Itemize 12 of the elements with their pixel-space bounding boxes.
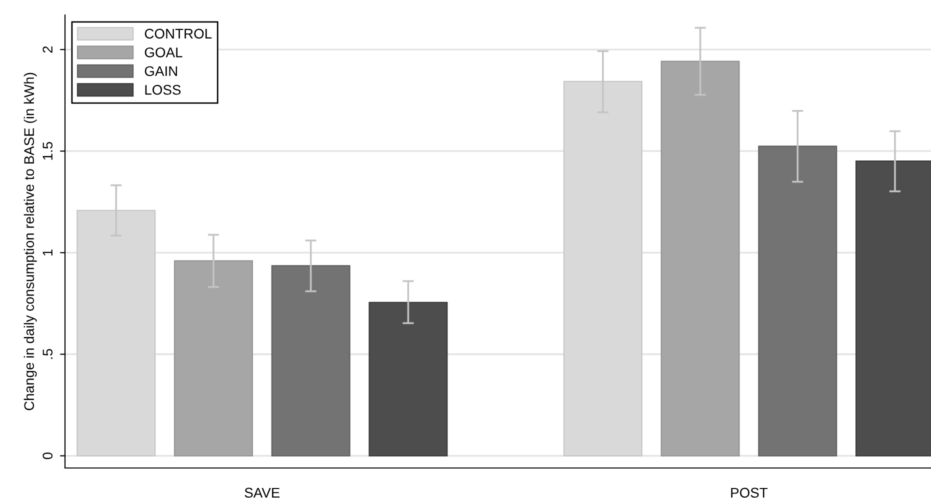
legend-label: GAIN xyxy=(144,66,177,76)
y-axis-title: Change in daily consumption relative to BASE (in kWh) xyxy=(24,72,37,410)
y-tick-label: .5 xyxy=(42,349,53,359)
y-tick-label: 1 xyxy=(42,249,52,256)
y-tick-label: 0 xyxy=(42,452,53,460)
y-tick-label: 1.5 xyxy=(42,142,53,160)
legend-label: GOAL xyxy=(144,47,182,58)
x-tick-label: SAVE xyxy=(244,488,280,498)
x-tick-label: POST xyxy=(731,488,768,498)
legend-label: LOSS xyxy=(145,84,181,95)
legend-label: CONTROL xyxy=(144,28,212,39)
y-tick-label: 2 xyxy=(42,46,52,53)
